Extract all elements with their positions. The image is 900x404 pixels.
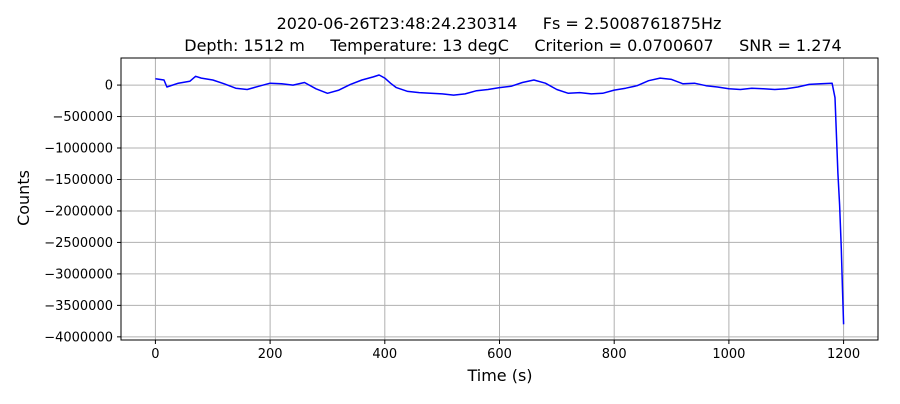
x-tick-label: 0 xyxy=(151,347,159,362)
chart-title-line2: Depth: 1512 m Temperature: 13 degC Crite… xyxy=(184,36,841,55)
x-tick-label: 400 xyxy=(372,347,397,362)
y-tick-label: −1000000 xyxy=(44,142,113,157)
grid xyxy=(121,58,878,340)
y-tick-label: −4000000 xyxy=(44,330,113,345)
x-tick-label: 1200 xyxy=(827,347,860,362)
x-tick-label: 600 xyxy=(487,347,512,362)
y-axis-label: Counts xyxy=(14,170,33,226)
y-tick-label: −3000000 xyxy=(44,267,113,282)
x-tick-label: 1000 xyxy=(712,347,745,362)
y-tick-label: −2500000 xyxy=(44,236,113,251)
x-tick-label: 800 xyxy=(602,347,627,362)
chart-title-line1: 2020-06-26T23:48:24.230314 Fs = 2.500876… xyxy=(277,14,722,33)
plot-frame xyxy=(120,57,879,341)
axes xyxy=(117,57,879,344)
y-tick-label: −3500000 xyxy=(44,299,113,314)
y-tick-label: −2000000 xyxy=(44,204,113,219)
tick-labels: 0 200 400 600 800 1000 1200 0 −500000 −1000000 −15… xyxy=(44,79,860,362)
y-tick-label: −1500000 xyxy=(44,173,113,188)
series xyxy=(155,74,845,325)
x-axis-label: Time (s) xyxy=(466,366,532,385)
y-tick-label: 0 xyxy=(105,79,113,94)
x-tick-label: 200 xyxy=(258,347,283,362)
y-tick-label: −500000 xyxy=(52,110,113,125)
series-line xyxy=(155,74,845,325)
